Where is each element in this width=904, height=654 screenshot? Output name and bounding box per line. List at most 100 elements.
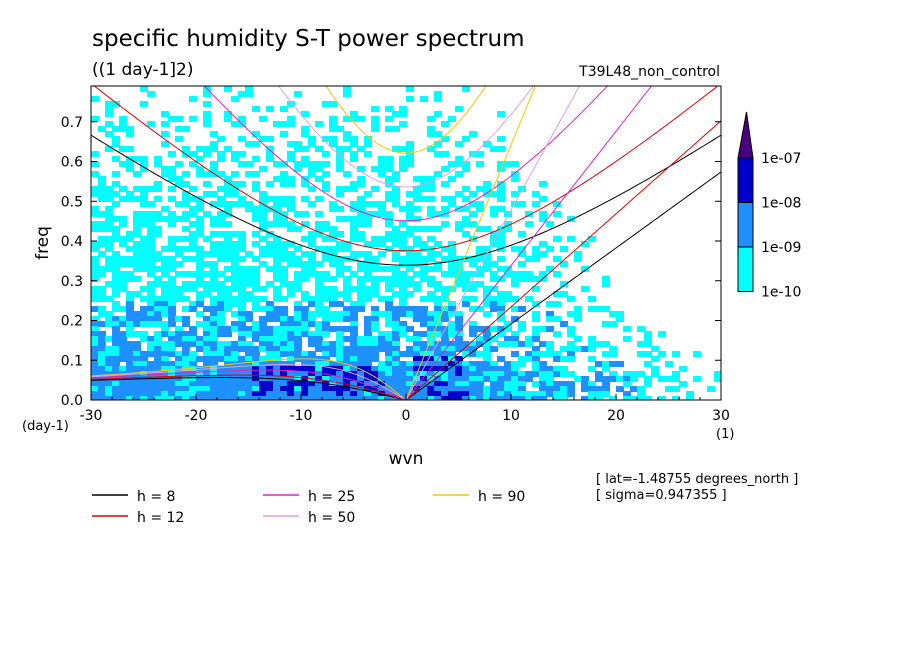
power-cell [553,356,561,362]
power-cell [217,246,225,252]
power-cell [315,261,323,267]
kelvin-curve [405,120,721,400]
power-cell [182,306,190,312]
power-cell [105,111,113,117]
power-cell [245,251,253,257]
power-cell [406,281,414,287]
power-cell [532,246,540,252]
power-cell [448,391,456,397]
power-cell [371,341,379,347]
power-cell [168,116,176,122]
power-cell [511,316,519,322]
power-cell [224,266,232,272]
power-cell [259,236,267,242]
power-cell [434,316,442,322]
power-cell [154,396,162,400]
power-cell [434,326,442,332]
power-cell [315,226,323,232]
power-cell [98,196,106,202]
power-cell [315,391,323,397]
power-cell [280,221,288,227]
power-cell [490,396,498,400]
power-cell [350,396,358,400]
power-cell [280,216,288,222]
power-cell [483,336,491,342]
power-cell [322,316,330,322]
power-cell [504,321,512,327]
power-cell [385,181,393,187]
power-cell [462,186,470,192]
power-cell [175,176,183,182]
power-cell [413,341,421,347]
power-cell [161,266,169,272]
power-cell [112,171,120,177]
power-cell [490,326,498,332]
power-cell [231,246,239,252]
power-cell [427,316,435,322]
power-cell [462,196,470,202]
power-cell [238,271,246,277]
power-cell [238,386,246,392]
power-cell [294,311,302,317]
power-cell [581,286,589,292]
power-cell [259,246,267,252]
power-cell [182,296,190,302]
power-cell [560,371,568,377]
power-cell [399,276,407,282]
power-cell [399,241,407,247]
power-cell [126,296,134,302]
power-cell [168,391,176,397]
power-cell [245,361,253,367]
power-cell [133,361,141,367]
power-cell [602,376,610,382]
power-cell [322,151,330,157]
power-cell [140,256,148,262]
power-cell [357,371,365,377]
power-cell [413,241,421,247]
power-cell [497,326,505,332]
power-cell [504,371,512,377]
power-cell [343,326,351,332]
power-cell [140,196,148,202]
power-cell [343,246,351,252]
power-cell [161,256,169,262]
power-cell [105,391,113,397]
power-cell [189,246,197,252]
power-cell [182,371,190,377]
power-cell [119,381,127,387]
power-cell [210,306,218,312]
power-cell [483,386,491,392]
power-cell [364,191,372,197]
power-cell [154,251,162,257]
gravity-curve [277,86,535,188]
power-cell [133,381,141,387]
power-cell [469,341,477,347]
power-cell [280,171,288,177]
power-cell [252,391,260,397]
power-cell [371,356,379,362]
power-cell [105,351,113,357]
power-cell [399,261,407,267]
power-cell [483,186,491,192]
power-cell [476,366,484,372]
power-cell [203,121,211,127]
power-cell [406,231,414,237]
power-cell [168,196,176,202]
power-cell [385,281,393,287]
power-cell [105,346,113,352]
power-cell [343,91,351,97]
power-cell [245,356,253,362]
power-cell [329,236,337,242]
power-cell [112,351,120,357]
power-cell [224,146,232,152]
power-cell [350,386,358,392]
power-cell [266,306,274,312]
power-cell [168,171,176,177]
power-cell [133,266,141,272]
power-cell [364,381,372,387]
power-cell [399,306,407,312]
power-cell [91,326,99,332]
power-cell [112,306,120,312]
power-cell [490,236,498,242]
power-cell [329,231,337,237]
